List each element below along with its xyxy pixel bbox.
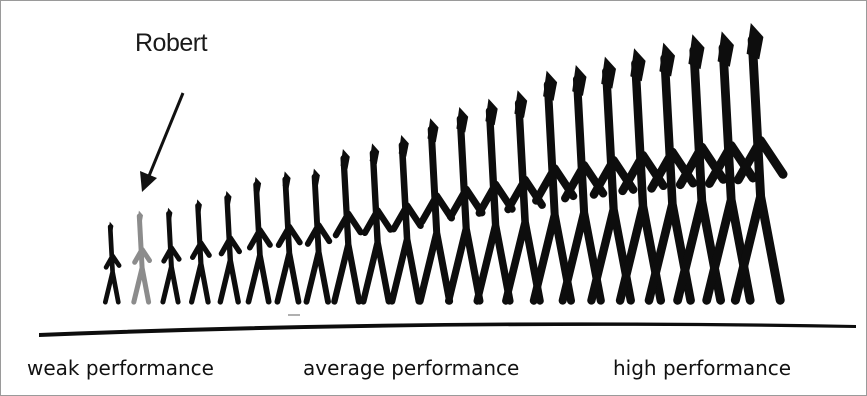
label-weak-performance: weak performance	[27, 356, 214, 380]
stick-figure	[473, 98, 516, 305]
stick-figure	[558, 65, 608, 305]
stick-figure	[303, 168, 333, 305]
stick-figure	[502, 90, 546, 305]
label-high-performance: high performance	[613, 356, 792, 380]
stick-figure	[673, 34, 728, 305]
stick-figure	[217, 191, 242, 305]
stick-figure	[160, 207, 182, 305]
stick-figure	[245, 177, 273, 305]
figure-group	[102, 23, 788, 305]
callout-arrow-head	[140, 171, 157, 192]
ground-line	[39, 322, 856, 337]
stick-figure	[730, 23, 788, 305]
ground-mark	[288, 314, 300, 316]
callout-arrow-shaft	[147, 92, 185, 177]
stick-figure	[189, 199, 212, 305]
stick-figure	[529, 70, 578, 305]
stick-figure	[388, 135, 424, 305]
stick-figure	[102, 221, 122, 305]
stick-figure	[274, 171, 303, 305]
stick-figure	[416, 118, 455, 305]
stick-figure	[131, 210, 152, 305]
callout-name: Robert	[135, 29, 208, 57]
stick-figure	[615, 48, 668, 305]
stick-figure	[445, 107, 486, 305]
stick-figure	[587, 56, 638, 305]
stick-figure	[702, 31, 758, 305]
stick-figure	[331, 149, 364, 305]
stick-figure	[360, 143, 394, 305]
stick-figure	[644, 42, 698, 305]
label-average-performance: average performance	[303, 356, 520, 380]
